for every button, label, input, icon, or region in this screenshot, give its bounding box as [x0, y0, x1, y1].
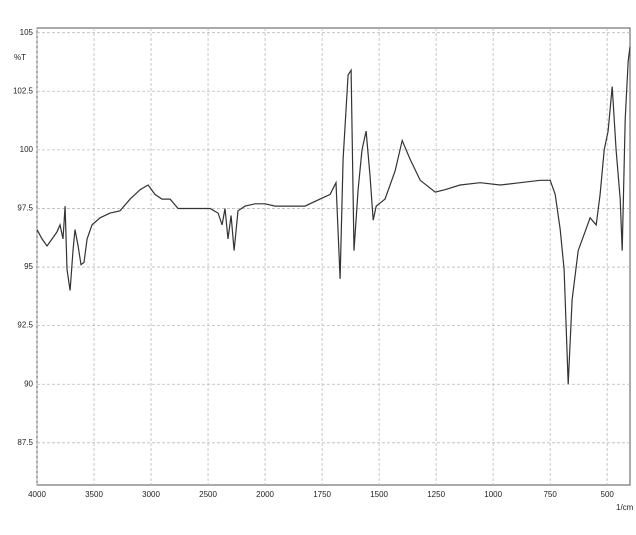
x-tick-label: 1500: [370, 490, 388, 499]
spectrum-line: [36, 46, 631, 385]
y-tick-label: 92.5: [17, 321, 33, 330]
x-tick-label: 1250: [427, 490, 445, 499]
y-tick-label: 100: [20, 145, 34, 154]
y-axis-label: %T: [14, 53, 26, 62]
y-tick-label: 97.5: [17, 204, 33, 213]
x-tick-label: 3500: [85, 490, 103, 499]
x-tick-label: 1750: [313, 490, 331, 499]
plot-frame: [36, 27, 631, 486]
y-tick-label: 95: [24, 262, 33, 271]
x-tick-label: 1000: [484, 490, 502, 499]
x-tick-label: 3000: [142, 490, 160, 499]
y-tick-label: 90: [24, 379, 33, 388]
x-tick-label: 2000: [256, 490, 274, 499]
x-tick-label: 2500: [199, 490, 217, 499]
x-tick-label: 750: [543, 490, 557, 499]
y-tick-label: 105: [20, 28, 34, 37]
y-tick-label: 102.5: [13, 86, 34, 95]
x-tick-label: 500: [601, 490, 615, 499]
y-tick-label: 87.5: [17, 438, 33, 447]
x-tick-label: 4000: [28, 490, 46, 499]
x-axis-label: 1/cm: [616, 503, 634, 512]
